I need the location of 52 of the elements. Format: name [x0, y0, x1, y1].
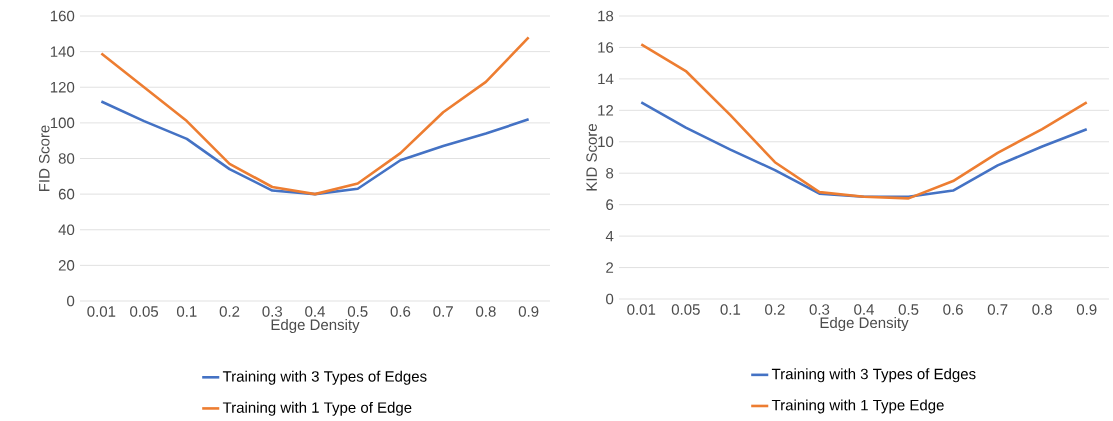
legend-label: Training with 1 Type Edge	[771, 399, 944, 414]
x-axis-title: Edge Density	[271, 319, 360, 333]
y-tick-label: 8	[606, 167, 614, 179]
x-tick-label: 0.8	[476, 306, 496, 317]
x-tick-label: 0.01	[627, 304, 656, 315]
y-tick-label: 60	[58, 188, 75, 200]
y-tick-label: 12	[598, 105, 614, 116]
y-tick-label: 18	[598, 10, 614, 22]
y-tick-label: 120	[50, 81, 75, 93]
x-tick-label: 0.9	[1076, 304, 1097, 315]
x-axis-title: Edge Density	[820, 317, 909, 331]
y-tick-label: 80	[58, 153, 75, 164]
x-tick-label: 0.5	[347, 306, 368, 317]
y-tick-label: 6	[606, 199, 614, 210]
x-tick-label: 0.4	[305, 306, 325, 317]
x-tick-label: 0.6	[943, 304, 963, 315]
x-tick-label: 0.5	[898, 304, 919, 315]
y-tick-label: 20	[58, 260, 75, 271]
y-tick-label: 0	[67, 295, 75, 307]
line-series	[100, 36, 530, 196]
line-series	[100, 100, 530, 196]
y-tick-label: 140	[50, 46, 75, 57]
x-tick-label: 0.4	[854, 304, 874, 315]
y-tick-label: 10	[598, 136, 614, 148]
x-tick-label: 0.1	[176, 306, 197, 317]
x-tick-label: 0.8	[1032, 304, 1052, 315]
y-tick-label: 40	[58, 224, 75, 236]
line-series	[639, 43, 1089, 200]
y-axis-title: FID Score	[38, 125, 50, 192]
y-tick-label: 0	[606, 293, 614, 305]
y-tick-label: 16	[598, 42, 614, 53]
y-tick-label: 14	[598, 73, 614, 85]
x-tick-label: 0.05	[671, 304, 700, 315]
x-tick-label: 0.05	[130, 306, 159, 317]
x-tick-label: 0.7	[433, 306, 453, 317]
y-axis-title: KID Score	[586, 124, 597, 191]
x-tick-label: 0.2	[765, 304, 785, 315]
y-tick-label: 100	[50, 117, 75, 129]
y-tick-label: 2	[606, 262, 614, 273]
y-tick-label: 160	[50, 10, 75, 22]
y-tick-label: 4	[605, 230, 614, 242]
x-tick-label: 0.2	[219, 306, 240, 317]
legend-label: Training with 1 Type of Edge	[222, 401, 412, 416]
x-tick-label: 0.6	[390, 306, 411, 317]
x-tick-label: 0.1	[720, 304, 741, 315]
x-tick-label: 0.7	[987, 304, 1008, 315]
legend-label: Training with 3 Types of Edges	[222, 370, 427, 385]
x-tick-label: 0.3	[809, 304, 830, 315]
x-tick-label: 0.9	[518, 306, 539, 317]
x-tick-label: 0.01	[87, 306, 116, 317]
x-tick-label: 0.3	[262, 306, 283, 317]
legend-label: Training with 3 Types of Edges	[771, 368, 976, 383]
